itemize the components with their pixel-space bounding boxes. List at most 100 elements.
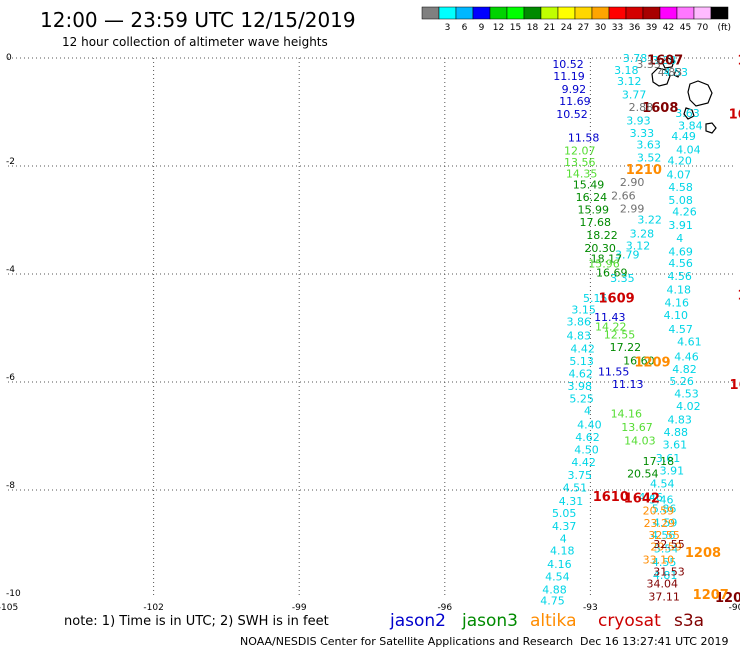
wave-height-value: 15.49 xyxy=(573,178,605,191)
wave-height-value: 4.46 xyxy=(638,491,663,504)
wave-height-value: 13.56 xyxy=(564,156,596,169)
pass-time-label: 1209 xyxy=(634,356,670,371)
wave-height-value: 12.07 xyxy=(564,144,596,157)
wave-height-value: 3.33 xyxy=(630,127,655,140)
wave-height-value: 4.51 xyxy=(563,481,588,494)
island-outline xyxy=(661,57,675,69)
colorbar-label: 12 xyxy=(493,23,504,33)
colorbar-label: 70 xyxy=(697,23,709,33)
colorbar-swatch xyxy=(540,6,559,20)
wave-height-value: 4.69 xyxy=(668,245,693,258)
wave-height-value: 37.11 xyxy=(648,590,680,603)
wave-height-value: 4 xyxy=(676,232,683,245)
wave-height-value: 11.55 xyxy=(598,366,630,379)
colorbar-swatch xyxy=(676,6,695,20)
pass-time-label: 1208 xyxy=(685,546,721,561)
pass-time-label: 1609 xyxy=(599,291,635,306)
wave-height-value: 4 xyxy=(560,533,567,546)
wave-height-value: 3.15 xyxy=(571,304,596,317)
wave-height-value: 31.53 xyxy=(653,566,685,579)
wave-height-value: 3.12 xyxy=(626,239,651,252)
y-tick-label: -4 xyxy=(6,265,15,275)
wave-height-value: 3.79 xyxy=(615,249,640,262)
legend-note: note: 1) Time is in UTC; 2) SWH is in fe… xyxy=(64,614,329,629)
wave-height-value: 20.59 xyxy=(643,505,675,518)
colorbar-label: 24 xyxy=(561,23,573,33)
wave-height-value: 2.88 xyxy=(629,101,654,114)
wave-height-value: 4.83 xyxy=(667,413,692,426)
pass-time-label: 1641 xyxy=(729,108,740,123)
wave-height-value: 4.16 xyxy=(547,558,572,571)
wave-height-value: 16.24 xyxy=(576,191,608,204)
wave-height-value: 17.68 xyxy=(580,216,612,229)
wave-height-value: 4.53 xyxy=(674,387,699,400)
wave-height-value: 14.16 xyxy=(611,407,643,420)
colorbar-label: 3 xyxy=(445,23,451,33)
wave-height-value: 4.46 xyxy=(674,351,699,364)
y-tick-label: -8 xyxy=(6,481,15,491)
wave-height-value: 4.54 xyxy=(545,570,570,583)
wave-height-value: 4.88 xyxy=(664,426,689,439)
y-tick-label: -2 xyxy=(6,157,15,167)
pass-time-label: 1207 xyxy=(693,588,729,603)
wave-height-value: 4.31 xyxy=(559,495,584,508)
data-marks: 3.783.183.123.773.933.333.633.523.223.28… xyxy=(540,52,740,608)
y-tick-label: -6 xyxy=(6,373,15,383)
wave-height-value: 3.77 xyxy=(622,89,647,102)
wave-height-value: 15.99 xyxy=(578,204,610,217)
wave-height-value: 4.59 xyxy=(653,516,678,529)
wave-height-value: 14.35 xyxy=(566,168,598,181)
wave-height-value: 4.88 xyxy=(542,583,567,596)
pass-time-label: 1210 xyxy=(626,163,662,178)
wave-height-value: 33.10 xyxy=(643,554,675,567)
wave-height-value: 4.62 xyxy=(568,367,593,380)
colorbar-label: 21 xyxy=(544,23,555,33)
x-tick-label: -96 xyxy=(437,603,452,613)
island-outline xyxy=(651,67,671,87)
colorbar-label: 33 xyxy=(612,23,623,33)
pass-time-label: 1608 xyxy=(642,101,678,116)
wave-height-value: 20.54 xyxy=(627,467,659,480)
colorbar-swatch xyxy=(659,6,678,20)
wave-height-value: 2.99 xyxy=(620,203,645,216)
island-outline xyxy=(705,122,717,134)
footer-credit: NOAA/NESDIS Center for Satellite Applica… xyxy=(240,635,573,648)
colorbar-swatch xyxy=(591,6,610,20)
wave-height-value: 3.28 xyxy=(630,228,655,241)
colorbar-label: 42 xyxy=(663,23,674,33)
colorbar-swatch xyxy=(693,6,712,20)
wave-height-value: 4.75 xyxy=(540,595,565,608)
colorbar-label: 9 xyxy=(479,23,485,33)
wave-height-value: 4.37 xyxy=(552,520,577,533)
colorbar-swatch xyxy=(557,6,576,20)
wave-height-value: 5.54 xyxy=(654,542,679,555)
wave-height-value: 5.13 xyxy=(569,355,594,368)
wave-height-value: 3.63 xyxy=(675,107,700,120)
wave-height-value: 5.46 xyxy=(649,494,674,507)
wave-height-value: 5.86 xyxy=(652,502,677,515)
colorbar-swatch xyxy=(625,6,644,20)
colorbar-swatch xyxy=(574,6,593,20)
colorbar-swatch xyxy=(523,6,542,20)
wave-height-value: 10.52 xyxy=(556,108,588,121)
wave-height-value: 3.98 xyxy=(567,380,592,393)
wave-height-value: 18.17 xyxy=(591,252,623,265)
island-outline xyxy=(673,69,681,78)
colorbar-label: 45 xyxy=(680,23,691,33)
chart-subtitle: 12 hour collection of altimeter wave hei… xyxy=(62,35,328,49)
wave-height-value: 16.69 xyxy=(596,266,628,279)
colorbar-swatch xyxy=(455,6,474,20)
wave-height-value: 4.07 xyxy=(666,169,691,182)
x-tick-label: -105 xyxy=(0,603,18,613)
wave-height-value: 4.02 xyxy=(676,400,701,413)
wave-height-value: 3.22 xyxy=(637,213,662,226)
wave-height-value: 4.54 xyxy=(650,478,675,491)
wave-height-value: 3.84 xyxy=(678,120,703,133)
wave-height-value: 3.61 xyxy=(663,439,688,452)
wave-height-value: 2.90 xyxy=(620,176,645,189)
wave-height-value: 3.12 xyxy=(617,75,642,88)
wave-height-value: 4.42 xyxy=(570,343,595,356)
wave-height-value: 17.18 xyxy=(643,455,675,468)
colorbar-swatch xyxy=(489,6,508,20)
wave-height-value: 4.56 xyxy=(668,257,693,270)
